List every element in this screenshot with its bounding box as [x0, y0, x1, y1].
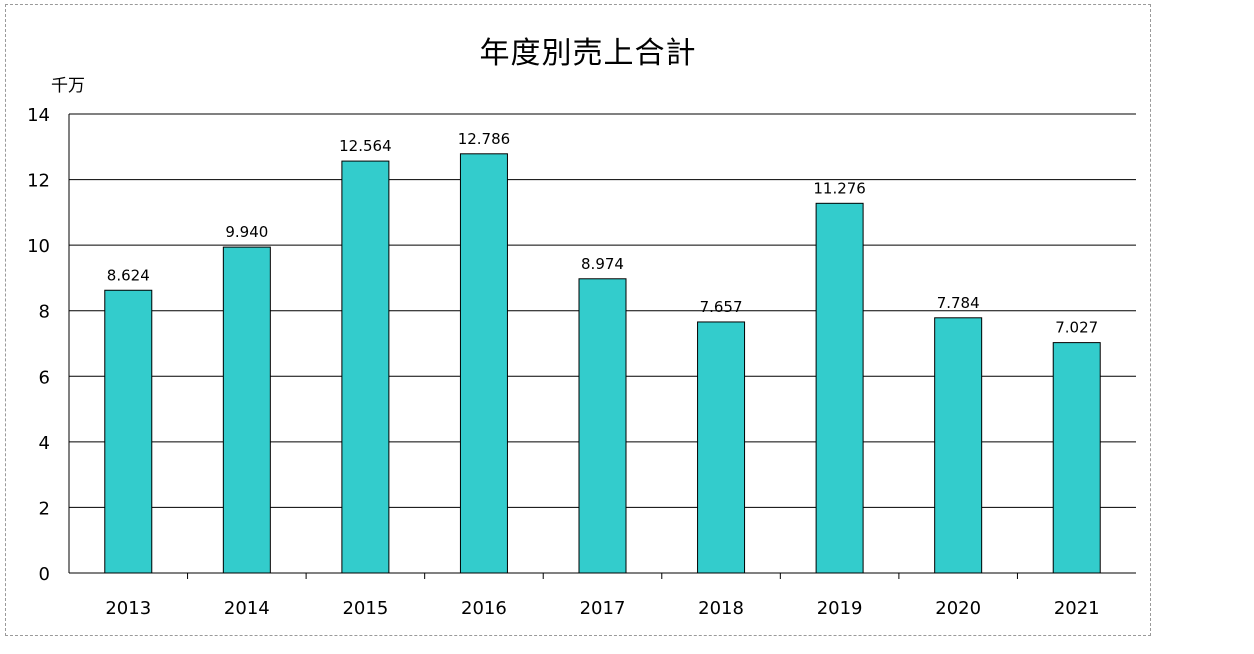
data-label-2018: 7.657: [700, 298, 743, 316]
data-label-2016: 12.786: [458, 130, 511, 148]
bar-2020: [934, 317, 983, 574]
y-tick-label-2: 2: [39, 498, 50, 519]
data-label-2020: 7.784: [937, 294, 980, 312]
data-label-2015: 12.564: [339, 137, 392, 155]
y-tick-label-4: 4: [39, 433, 50, 454]
chart-title: 年度別売上合計: [479, 36, 697, 71]
data-label-2019: 11.276: [813, 179, 866, 197]
y-tick-label-8: 8: [39, 302, 50, 323]
bar-2014: [222, 246, 271, 574]
x-tick-label-2016: 2016: [461, 598, 507, 619]
y-tick-label-10: 10: [27, 236, 50, 257]
data-label-2014: 9.940: [225, 223, 268, 241]
bar-2019: [815, 202, 864, 574]
x-tick-label-2021: 2021: [1054, 598, 1100, 619]
bar-2015: [341, 160, 390, 574]
y-unit-label: 千万: [51, 76, 85, 96]
bar-2016: [459, 153, 508, 574]
y-tick-label-14: 14: [27, 105, 50, 126]
x-tick-label-2019: 2019: [817, 598, 863, 619]
bar-2021: [1052, 342, 1101, 574]
data-label-2017: 8.974: [581, 255, 624, 273]
data-label-2013: 8.624: [107, 266, 150, 284]
bar-2018: [697, 321, 746, 574]
x-tick-label-2017: 2017: [580, 598, 626, 619]
y-tick-label-6: 6: [39, 367, 50, 388]
bar-2013: [104, 289, 153, 574]
data-label-2021: 7.027: [1055, 319, 1098, 337]
y-tick-label-0: 0: [39, 564, 50, 585]
x-tick-label-2018: 2018: [698, 598, 744, 619]
x-tick-label-2013: 2013: [105, 598, 151, 619]
x-tick-label-2014: 2014: [224, 598, 270, 619]
x-tick-label-2015: 2015: [342, 598, 388, 619]
x-tick-label-2020: 2020: [935, 598, 981, 619]
y-tick-label-12: 12: [27, 171, 50, 192]
bar-2017: [578, 278, 627, 574]
